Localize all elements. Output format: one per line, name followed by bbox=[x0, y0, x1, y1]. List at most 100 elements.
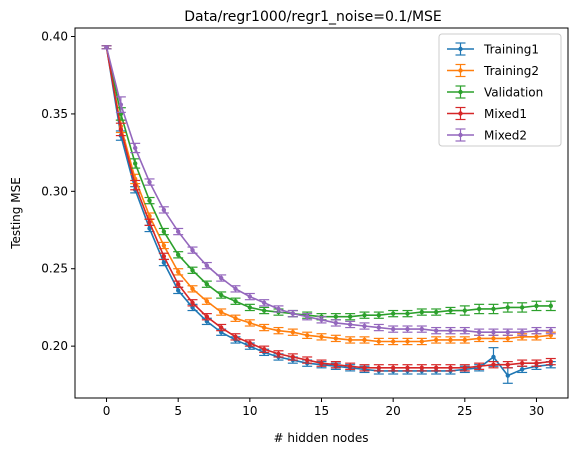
legend-box bbox=[438, 33, 562, 147]
training2-point bbox=[448, 337, 453, 343]
training2-point bbox=[233, 316, 238, 321]
legend-marker-validation bbox=[458, 89, 463, 95]
chart-title: Data/regr1000/regr1_noise=0.1/MSE bbox=[184, 9, 442, 25]
validation-point bbox=[491, 306, 496, 312]
mixed2-point bbox=[448, 328, 453, 333]
training2-point bbox=[362, 337, 367, 343]
validation-point bbox=[333, 314, 339, 319]
mixed2-point bbox=[376, 325, 382, 330]
training2-point bbox=[534, 334, 539, 340]
training2-point bbox=[204, 299, 210, 304]
validation-point bbox=[218, 292, 224, 298]
validation-point bbox=[462, 308, 468, 313]
mixed1-point bbox=[548, 359, 554, 364]
mixed1-point bbox=[419, 365, 425, 371]
mixed1-point bbox=[118, 127, 124, 132]
legend-label-mixed1: Mixed1 bbox=[484, 107, 527, 121]
x-tick-label: 5 bbox=[174, 404, 182, 418]
training1-point bbox=[505, 373, 511, 378]
validation-point bbox=[448, 308, 453, 313]
training2-point bbox=[462, 337, 468, 343]
mixed2-point bbox=[190, 247, 195, 253]
y-tick-label: 0.35 bbox=[41, 107, 68, 121]
legend-marker-training1 bbox=[458, 46, 463, 52]
training2-point bbox=[247, 320, 253, 326]
mixed1-point bbox=[519, 360, 525, 366]
mixed2-point bbox=[161, 207, 167, 213]
validation-point bbox=[519, 305, 525, 310]
mixed1-point bbox=[276, 351, 281, 357]
mixed2-point bbox=[405, 326, 410, 332]
mixed1-point bbox=[505, 362, 511, 367]
mixed2-point bbox=[276, 306, 281, 312]
legend-label-mixed2: Mixed2 bbox=[484, 129, 527, 143]
x-tick-label: 30 bbox=[529, 404, 544, 418]
training2-line bbox=[105, 47, 551, 343]
legend-marker-mixed2 bbox=[458, 132, 463, 138]
y-axis-label: Testing MSE bbox=[9, 177, 23, 250]
legend-marker-training2 bbox=[458, 68, 463, 73]
mixed1-line bbox=[105, 47, 551, 369]
mixed2-point bbox=[333, 320, 339, 326]
mixed2-point bbox=[433, 328, 439, 333]
training2-point bbox=[190, 286, 195, 292]
training2-point bbox=[505, 336, 511, 341]
mixed1-point bbox=[476, 364, 482, 369]
legend-marker-mixed1 bbox=[458, 111, 463, 116]
validation-point bbox=[204, 282, 210, 287]
mixed1-point bbox=[290, 354, 296, 360]
training1-point bbox=[147, 226, 152, 231]
mixed1-point bbox=[261, 347, 267, 352]
legend-entry-validation: Validation bbox=[447, 85, 543, 100]
mixed1-point bbox=[448, 365, 453, 371]
mixed1-point bbox=[347, 364, 353, 369]
mixed2-point bbox=[462, 328, 468, 333]
mixed2-point bbox=[390, 326, 396, 332]
validation-point bbox=[247, 305, 253, 310]
mixed1-point bbox=[190, 300, 195, 305]
legend-entry-training2: Training2 bbox=[447, 63, 539, 78]
mixed1-point bbox=[362, 365, 367, 371]
training1-point bbox=[175, 288, 181, 293]
training2-point bbox=[390, 339, 396, 344]
mixed1-point bbox=[247, 340, 253, 346]
legend-entry-mixed2: Mixed2 bbox=[447, 128, 527, 143]
mixed1-point bbox=[462, 365, 468, 371]
y-tick-label: 0.40 bbox=[41, 30, 68, 44]
validation-point bbox=[347, 314, 353, 319]
validation-point bbox=[476, 306, 482, 312]
mixed1-point bbox=[333, 362, 339, 367]
validation-point bbox=[548, 303, 554, 309]
mixed1-point bbox=[204, 314, 210, 319]
mixed1-point bbox=[304, 357, 310, 363]
validation-point bbox=[261, 308, 267, 313]
training2-point bbox=[319, 334, 324, 340]
mixed2-point bbox=[147, 179, 152, 185]
mixed2-point bbox=[534, 328, 539, 333]
validation-point bbox=[433, 309, 439, 315]
validation-point bbox=[362, 312, 367, 318]
training2-point bbox=[290, 330, 296, 335]
training1-point bbox=[519, 367, 525, 372]
mixed2-point bbox=[175, 229, 181, 234]
validation-point bbox=[132, 161, 138, 166]
mixed1-point bbox=[218, 325, 224, 330]
validation-point bbox=[534, 303, 539, 309]
y-tick-label: 0.25 bbox=[41, 262, 68, 276]
legend-entry-mixed1: Mixed1 bbox=[447, 106, 527, 121]
training2-point bbox=[304, 333, 310, 338]
training2-point bbox=[491, 336, 496, 341]
training2-point bbox=[261, 325, 267, 330]
plot-marks bbox=[101, 45, 556, 384]
validation-point bbox=[147, 198, 152, 203]
mixed2-point bbox=[476, 330, 482, 335]
mixed2-point bbox=[491, 330, 496, 335]
mixed2-point bbox=[505, 330, 511, 335]
mixed1-point bbox=[491, 362, 496, 367]
validation-point bbox=[376, 312, 382, 318]
legend-entry-training1: Training1 bbox=[447, 42, 539, 57]
validation-point bbox=[505, 305, 511, 310]
mixed1-point bbox=[175, 282, 181, 287]
